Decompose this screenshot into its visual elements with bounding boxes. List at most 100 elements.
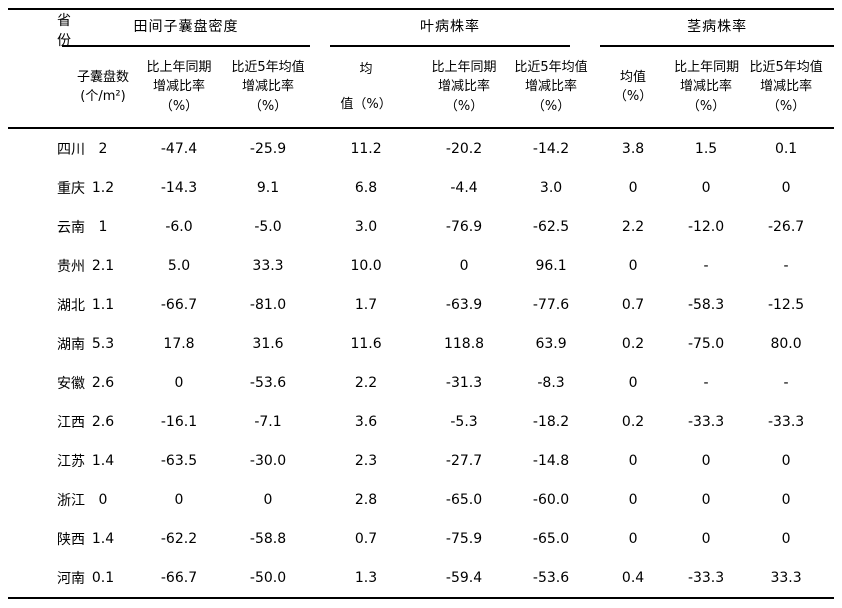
header-stem-mean: 均值 （%） [592, 47, 675, 129]
value-cell: -6.0 [165, 218, 193, 235]
table-row: 陕西 1.4 -62.2 -58.8 0.7 -75.9 -65.0 0 0 0 [8, 519, 834, 558]
group-title-field-apothecia-density: 田间子囊盘密度 [62, 16, 311, 47]
value-cell: 0 [628, 452, 638, 469]
value-cell: -20.2 [445, 140, 483, 157]
value-cell: -58.3 [687, 296, 725, 313]
table-row: 贵州 2.1 5.0 33.3 10.0 0 96.1 0 - - [8, 246, 834, 285]
value-cell: 80.0 [770, 335, 802, 352]
value-cell: 3.6 [354, 413, 378, 430]
value-cell: -33.3 [687, 413, 725, 430]
table-row: 重庆 1.2 -14.3 9.1 6.8 -4.4 3.0 0 0 0 [8, 168, 834, 207]
province-cell: 贵州 [57, 258, 85, 275]
value-cell: -60.0 [532, 491, 570, 508]
value-cell: 0 [701, 491, 711, 508]
value-cell: 3.8 [621, 140, 645, 157]
value-cell: 0.7 [354, 530, 378, 547]
value-cell: 0 [781, 491, 791, 508]
province-cell: 四川 [57, 141, 85, 158]
value-cell: 0 [263, 491, 273, 508]
header-stem-vs-5yr-mean: 比近5年均值 增减比率 （%） [738, 47, 835, 129]
value-cell: 0 [701, 452, 711, 469]
value-cell: 1 [98, 218, 108, 235]
value-cell: 11.6 [350, 335, 382, 352]
value-cell: -31.3 [445, 374, 483, 391]
province-cell: 陕西 [57, 531, 85, 548]
value-cell: 118.8 [443, 335, 485, 352]
value-cell: -26.7 [767, 218, 805, 235]
value-cell: -5.3 [450, 413, 478, 430]
value-cell: -12.0 [687, 218, 725, 235]
value-cell: -5.0 [254, 218, 282, 235]
value-cell: -66.7 [160, 296, 198, 313]
value-cell: 3.0 [539, 179, 563, 196]
value-cell: 1.4 [91, 530, 115, 547]
value-cell: -14.2 [532, 140, 570, 157]
value-cell: 17.8 [163, 335, 195, 352]
value-cell: 0 [781, 530, 791, 547]
group-header-row: 省份 田间子囊盘密度 叶病株率 茎病株率 [8, 9, 835, 129]
value-cell: 5.0 [167, 257, 191, 274]
value-cell: -65.0 [445, 491, 483, 508]
province-cell: 湖南 [57, 336, 85, 353]
value-cell: 0 [781, 452, 791, 469]
value-cell: -58.8 [249, 530, 287, 547]
value-cell: - [783, 374, 789, 391]
value-cell: 2.3 [354, 452, 378, 469]
table-row: 湖北 1.1 -66.7 -81.0 1.7 -63.9 -77.6 0.7 -58.3 -12.… [8, 285, 834, 324]
header-apothecia-vs-last-year: 比上年同期 增减比率 （%） [136, 47, 222, 129]
table-body: 四川 2 -47.4 -25.9 11.2 -20.2 -14.2 3.8 1.5 0.1 重庆 1.… [8, 128, 834, 598]
value-cell: -33.3 [767, 413, 805, 430]
province-cell: 河南 [57, 570, 85, 587]
value-cell: -27.7 [445, 452, 483, 469]
group-title-leaf-disease-plant-rate: 叶病株率 [330, 16, 571, 47]
province-cell: 云南 [57, 219, 85, 236]
province-cell: 重庆 [57, 180, 85, 197]
value-cell: -76.9 [445, 218, 483, 235]
value-cell: 1.1 [91, 296, 115, 313]
value-cell: 0.1 [774, 140, 798, 157]
value-cell: 0.2 [621, 335, 645, 352]
value-cell: 2.6 [91, 374, 115, 391]
value-cell: 0.4 [621, 569, 645, 586]
province-column-header: 省份 [8, 9, 71, 129]
value-cell: 33.3 [770, 569, 802, 586]
value-cell: 6.8 [354, 179, 378, 196]
value-cell: 0 [628, 374, 638, 391]
table-row: 江西 2.6 -16.1 -7.1 3.6 -5.3 -18.2 0.2 -33.3 -33.3 [8, 402, 834, 441]
value-cell: 0 [174, 374, 184, 391]
province-cell: 安徽 [57, 375, 85, 392]
table-row: 四川 2 -47.4 -25.9 11.2 -20.2 -14.2 3.8 1.5 0.1 [8, 128, 834, 168]
group-stem-disease-plant-rate: 茎病株率 [592, 9, 835, 47]
value-cell: 2.1 [91, 257, 115, 274]
header-stem-vs-last-year: 比上年同期 增减比率 （%） [674, 47, 739, 129]
value-cell: 0 [701, 530, 711, 547]
value-cell: 0.2 [621, 413, 645, 430]
group-title-stem-disease-plant-rate: 茎病株率 [600, 16, 835, 47]
header-leaf-vs-last-year: 比上年同期 增减比率 （%） [418, 47, 511, 129]
value-cell: 63.9 [535, 335, 567, 352]
value-cell: 2 [98, 140, 108, 157]
province-cell: 江西 [57, 414, 85, 431]
value-cell: -18.2 [532, 413, 570, 430]
value-cell: -12.5 [767, 296, 805, 313]
table-header: 省份 田间子囊盘密度 叶病株率 茎病株率 子囊盘数 (个/m²) 比上年同期 [8, 9, 835, 129]
value-cell: - [703, 257, 709, 274]
value-cell: 0 [628, 491, 638, 508]
value-cell: 1.4 [91, 452, 115, 469]
value-cell: 0 [98, 491, 108, 508]
value-cell: -77.6 [532, 296, 570, 313]
table-row: 河南 0.1 -66.7 -50.0 1.3 -59.4 -53.6 0.4 -33.3 33.3 [8, 558, 834, 598]
table-row: 云南 1 -6.0 -5.0 3.0 -76.9 -62.5 2.2 -12.0 -26.7 [8, 207, 834, 246]
value-cell: 0.1 [91, 569, 115, 586]
value-cell: 2.6 [91, 413, 115, 430]
value-cell: 3.0 [354, 218, 378, 235]
province-cell: 浙江 [57, 492, 85, 509]
value-cell: 0 [628, 257, 638, 274]
value-cell: -7.1 [254, 413, 282, 430]
value-cell: -75.0 [687, 335, 725, 352]
value-cell: 0 [781, 179, 791, 196]
value-cell: 5.3 [91, 335, 115, 352]
value-cell: -33.3 [687, 569, 725, 586]
value-cell: 0 [628, 530, 638, 547]
disease-statistics-table: 省份 田间子囊盘密度 叶病株率 茎病株率 子囊盘数 (个/m²) 比上年同期 [8, 8, 835, 599]
